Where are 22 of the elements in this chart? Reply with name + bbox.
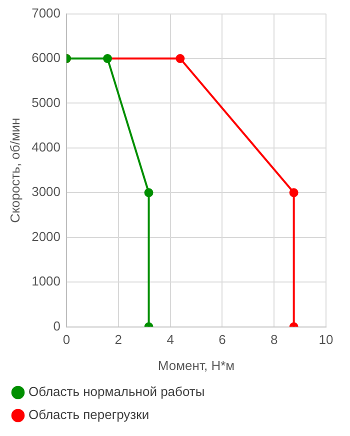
legend-label: Область перегрузки: [28, 407, 150, 422]
y-tick-label: 7000: [32, 5, 61, 20]
x-tick-label: 8: [270, 332, 278, 348]
point: [289, 188, 298, 198]
x-tick-label: 0: [62, 332, 70, 348]
y-tick-label: 1000: [32, 274, 61, 289]
x-tick-label: 10: [318, 332, 334, 348]
x-tick-label: 4: [166, 332, 174, 348]
x-tick-label: 6: [218, 332, 226, 348]
point: [176, 54, 185, 64]
x-tick-label: 2: [114, 332, 122, 348]
x-axis-title: Момент, Н*м: [158, 358, 235, 373]
y-tick-label: 6000: [32, 50, 61, 66]
y-tick-label: 5000: [32, 94, 61, 110]
legend-label: Область нормальной работы: [28, 384, 205, 400]
point: [144, 188, 154, 198]
y-tick-label: 3000: [32, 184, 61, 200]
y-tick-label: 0: [53, 318, 61, 334]
y-tick-label: 4000: [32, 140, 61, 155]
y-tick-label: 2000: [32, 228, 61, 244]
point: [103, 54, 112, 64]
y-axis-title: Скорость, об/мин: [7, 118, 22, 223]
